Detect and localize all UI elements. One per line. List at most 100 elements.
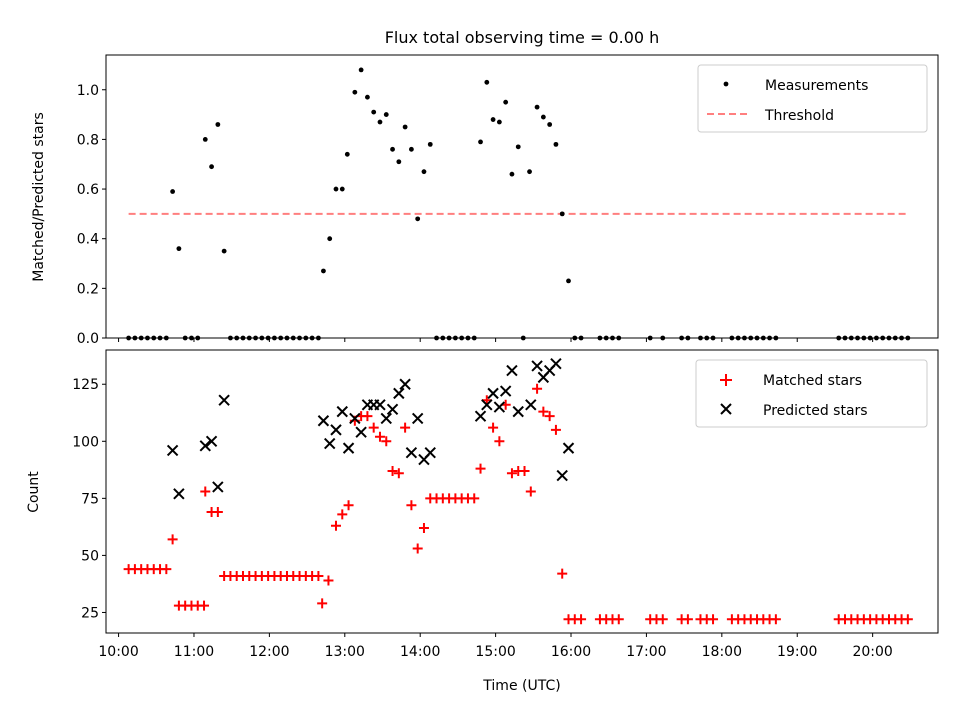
matched-star-point <box>199 600 210 611</box>
legend-threshold-label: Threshold <box>764 108 834 124</box>
measurement-point <box>559 211 565 217</box>
matched-star-point <box>557 568 568 579</box>
x-tick-label: 19:00 <box>777 644 817 660</box>
measurement-point <box>377 119 383 125</box>
matched-star-point <box>368 422 379 433</box>
predicted-star-point <box>324 437 336 450</box>
predicted-star-point <box>525 399 537 411</box>
matched-star-point <box>317 598 328 609</box>
measurement-point <box>748 335 754 341</box>
predicted-star-point <box>330 424 342 436</box>
measurement-point <box>848 335 854 341</box>
measurement-point <box>553 141 559 147</box>
measurement-point <box>371 109 377 115</box>
predicted-star-point <box>474 410 487 422</box>
bottom-plot-area <box>123 357 913 625</box>
measurement-point <box>182 335 188 341</box>
matched-star-point <box>374 431 385 442</box>
x-tick-label: 17:00 <box>626 644 666 660</box>
predicted-star-point <box>562 442 575 454</box>
bottom-panel: 25 50 75 100 125 10:00 11:00 12:00 13:00 14:00 15… <box>26 349 939 694</box>
matched-star-point <box>613 614 624 625</box>
measurement-point <box>572 335 578 341</box>
measurement-point <box>484 79 490 85</box>
measurement-point <box>520 335 526 341</box>
top-y-axis-ticks: 0.0 0.2 0.4 0.6 0.8 1.0 <box>77 83 106 347</box>
measurement-point <box>132 335 138 341</box>
predicted-star-point <box>512 405 524 418</box>
measurement-point <box>209 164 214 170</box>
measurement-point <box>660 335 666 341</box>
measurement-point <box>339 186 345 192</box>
measurement-point <box>309 335 315 341</box>
measurement-point <box>240 335 246 341</box>
measurement-point <box>496 119 502 125</box>
predicted-star-point <box>556 469 568 482</box>
measurement-point <box>892 335 898 341</box>
matched-star-point <box>488 422 499 433</box>
x-tick-label: 14:00 <box>400 644 440 660</box>
measurement-point <box>189 335 194 341</box>
matched-star-point <box>902 614 913 625</box>
matched-star-point <box>167 534 178 545</box>
predicted-star-point <box>317 415 330 427</box>
measurement-point <box>327 236 333 242</box>
top-plot-area <box>126 67 911 341</box>
predicted-star-point <box>386 403 399 416</box>
top-panel: 0.0 0.2 0.4 0.6 0.8 1.0 Matched/Predicted sta… <box>31 54 939 347</box>
measurement-point <box>221 248 227 254</box>
measurement-point <box>396 159 402 165</box>
y-tick-label: 0.0 <box>77 331 99 347</box>
matched-star-point <box>406 500 417 511</box>
predicted-star-point <box>218 394 230 406</box>
measurement-point <box>228 335 233 341</box>
measurement-point <box>685 335 691 341</box>
predicted-star-point <box>355 426 367 438</box>
legend-predicted-label: Predicted stars <box>763 403 868 419</box>
measurement-point <box>234 335 240 341</box>
chart-title: Flux total observing time = 0.00 h <box>385 28 660 47</box>
matched-star-point <box>550 424 561 435</box>
measurement-point <box>315 335 321 341</box>
y-tick-label: 125 <box>72 377 99 393</box>
measurement-point <box>215 122 221 127</box>
legend-measurements-label: Measurements <box>765 78 868 94</box>
measurement-point <box>899 335 904 341</box>
measurement-point <box>415 216 421 222</box>
y-tick-label: 100 <box>72 434 99 450</box>
legend-matched-label: Matched stars <box>763 373 862 389</box>
y-tick-label: 50 <box>81 548 99 564</box>
predicted-star-point <box>374 399 386 411</box>
measurement-point <box>886 335 892 341</box>
measurement-point <box>246 335 252 341</box>
y-tick-label: 25 <box>81 605 99 621</box>
predicted-star-point <box>550 357 562 370</box>
measurement-point <box>157 335 163 341</box>
measurement-point <box>509 171 515 177</box>
matched-star-point <box>323 575 334 586</box>
measurement-point <box>566 278 571 284</box>
x-tick-label: 10:00 <box>98 644 138 660</box>
matched-star-point <box>393 468 404 479</box>
y-tick-label: 1.0 <box>77 83 99 99</box>
matched-star-point <box>494 436 505 447</box>
measurement-point <box>874 335 879 341</box>
measurement-point <box>151 335 157 341</box>
measurement-point <box>321 268 326 274</box>
x-tick-label: 16:00 <box>551 644 591 660</box>
measurement-point <box>176 246 182 252</box>
measurement-point <box>409 146 414 152</box>
measurement-point <box>145 335 150 341</box>
measurement-point <box>259 335 265 341</box>
measurement-point <box>735 335 741 341</box>
y-tick-label: 75 <box>81 491 99 507</box>
top-legend: Measurements Threshold <box>697 64 928 133</box>
measurement-point <box>344 151 350 157</box>
measurement-point <box>880 335 886 341</box>
measurement-point <box>842 335 848 341</box>
measurement-point <box>272 335 277 341</box>
matched-star-point <box>469 493 480 504</box>
measurement-point <box>440 335 446 341</box>
legend-predicted-marker <box>720 403 732 415</box>
x-tick-label: 11:00 <box>174 644 214 660</box>
